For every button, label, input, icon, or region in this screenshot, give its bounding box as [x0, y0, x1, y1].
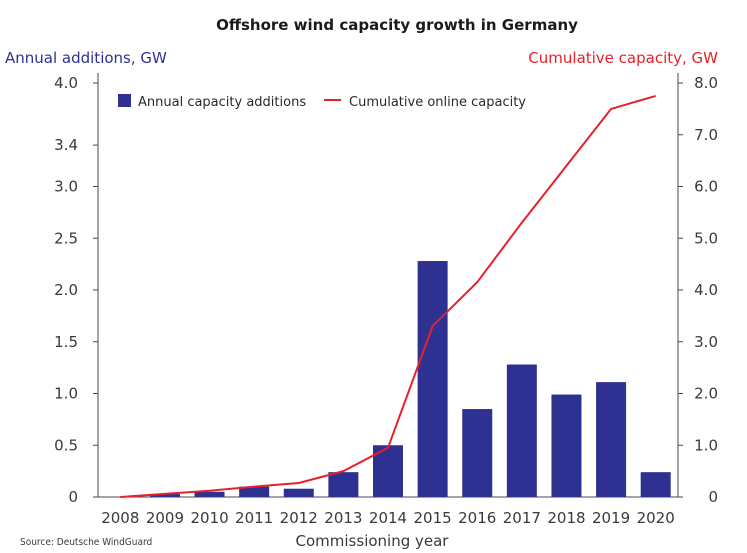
x-axis-ticks: 2008 2009 2010 2011 2012 2013 2014 2015 2016 2017…: [101, 509, 675, 527]
bar-2015: [417, 261, 448, 497]
x-tick-label: 2013: [324, 509, 362, 527]
bar-2018: [551, 394, 582, 497]
right-tick-label: 2.0: [694, 385, 718, 403]
x-tick-label: 2015: [414, 509, 452, 527]
cumulative-capacity-line: [120, 94, 656, 498]
bar-series: [149, 261, 671, 497]
x-tick-label: 2011: [235, 509, 273, 527]
bar-2011: [239, 486, 270, 497]
legend-label-line: Cumulative online capacity: [349, 95, 526, 110]
legend-swatch-bars: [118, 94, 131, 107]
right-axis-title: Cumulative capacity, GW: [528, 49, 718, 67]
x-axis-title: Commissioning year: [296, 532, 450, 550]
bar-2012: [283, 488, 314, 497]
x-tick-label: 2008: [101, 509, 139, 527]
bar-2009: [149, 493, 180, 497]
left-tick-label: 3.0: [54, 178, 78, 196]
right-tick-label: 1.0: [694, 436, 718, 454]
x-tick-label: 2018: [547, 509, 585, 527]
x-tick-label: 2009: [146, 509, 184, 527]
right-tick-label: 7.0: [694, 126, 718, 144]
left-tick-label: 3.4: [54, 136, 78, 154]
bar-2013: [328, 472, 359, 497]
left-axis-title: Annual additions, GW: [5, 49, 167, 67]
right-tick-label: 4.0: [694, 281, 718, 299]
right-tick-label: 6.0: [694, 178, 718, 196]
source-note: Source: Deutsche WindGuard: [20, 537, 152, 548]
x-tick-label: 2020: [637, 509, 675, 527]
right-tick-label: 0: [708, 488, 718, 506]
left-tick-label: 2.0: [54, 281, 78, 299]
bar-2010: [194, 491, 225, 497]
x-tick-label: 2017: [503, 509, 541, 527]
x-tick-label: 2019: [592, 509, 630, 527]
right-tick-label: 3.0: [694, 333, 718, 351]
bar-2020: [640, 472, 671, 497]
legend: Annual capacity additions Cumulative onl…: [118, 94, 526, 110]
bar-2016: [462, 409, 493, 497]
x-tick-label: 2016: [458, 509, 496, 527]
left-tick-label: 2.5: [54, 229, 78, 247]
x-tick-label: 2014: [369, 509, 407, 527]
axes: [97, 73, 679, 498]
legend-label-bars: Annual capacity additions: [138, 95, 306, 110]
left-tick-label: 0: [68, 488, 78, 506]
bar-2017: [506, 364, 537, 497]
left-tick-label: 1.0: [54, 385, 78, 403]
right-tick-label: 8.0: [694, 74, 718, 92]
left-tick-label: 1.5: [54, 333, 78, 351]
left-axis-ticks: 0 0.5 1.0 1.5 2.0 2.5 3.0 3.4 4.0: [54, 74, 98, 506]
x-tick-label: 2010: [190, 509, 228, 527]
bar-2019: [596, 382, 627, 497]
x-tick-label: 2012: [280, 509, 318, 527]
right-tick-label: 5.0: [694, 229, 718, 247]
line-series: [120, 94, 656, 498]
right-axis-ticks: 0 1.0 2.0 3.0 4.0 5.0 6.0 7.0 8.0: [678, 74, 718, 506]
left-tick-label: 0.5: [54, 436, 78, 454]
left-tick-label: 4.0: [54, 74, 78, 92]
chart-title: Offshore wind capacity growth in Germany: [216, 16, 578, 34]
